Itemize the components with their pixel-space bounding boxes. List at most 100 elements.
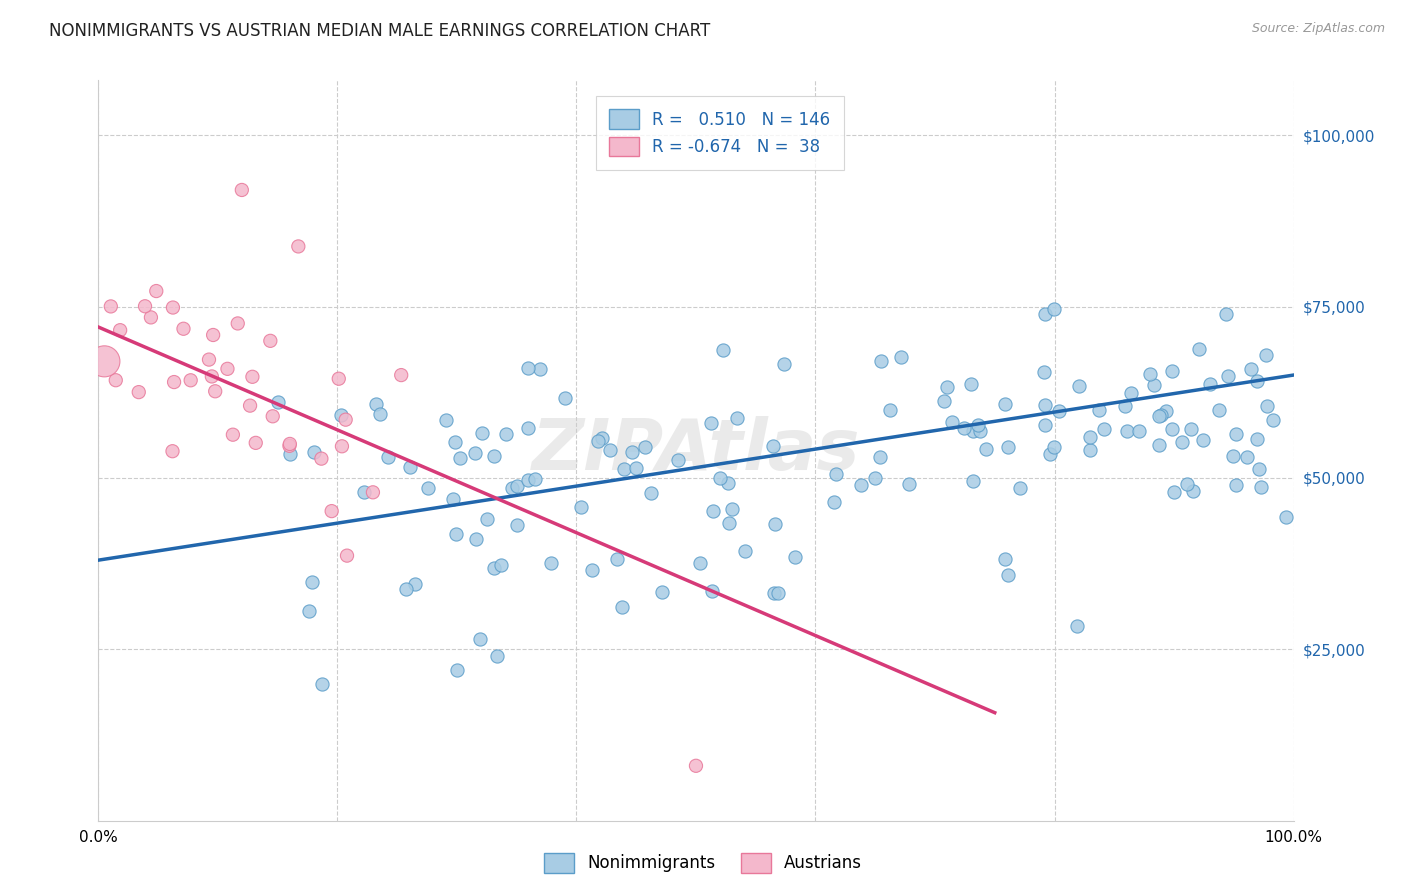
- Point: [763, 586, 786, 600]
- Point: [952, 421, 974, 435]
- Point: [278, 437, 301, 451]
- Point: [825, 467, 848, 482]
- Point: [495, 427, 517, 442]
- Point: [486, 648, 509, 663]
- Point: [398, 460, 420, 475]
- Point: [865, 471, 887, 485]
- Point: [1150, 408, 1173, 422]
- Point: [1275, 509, 1298, 524]
- Point: [335, 412, 357, 426]
- Point: [173, 322, 195, 336]
- Point: [162, 301, 184, 315]
- Point: [569, 500, 592, 514]
- Point: [524, 472, 547, 486]
- Point: [612, 462, 634, 476]
- Point: [700, 416, 723, 430]
- Point: [1139, 368, 1161, 382]
- Point: [869, 354, 891, 368]
- Point: [1114, 399, 1136, 413]
- Point: [139, 310, 162, 325]
- Point: [446, 663, 468, 677]
- Point: [1067, 379, 1090, 393]
- Legend: Nonimmigrants, Austrians: Nonimmigrants, Austrians: [537, 847, 869, 880]
- Point: [1218, 368, 1240, 383]
- Point: [932, 394, 955, 409]
- Point: [377, 450, 399, 464]
- Point: [204, 384, 226, 399]
- Point: [477, 512, 499, 526]
- Legend: R =   0.510   N = 146, R = -0.674   N =  38: R = 0.510 N = 146, R = -0.674 N = 38: [596, 96, 844, 169]
- Point: [444, 527, 467, 541]
- Point: [436, 413, 458, 427]
- Point: [610, 600, 633, 615]
- Point: [1198, 376, 1220, 391]
- Point: [330, 439, 353, 453]
- Point: [725, 411, 748, 425]
- Point: [222, 427, 245, 442]
- Point: [482, 449, 505, 463]
- Point: [353, 485, 375, 500]
- Point: [773, 357, 796, 371]
- Point: [1240, 362, 1263, 376]
- Point: [226, 317, 249, 331]
- Point: [1225, 477, 1247, 491]
- Point: [1175, 477, 1198, 491]
- Point: [416, 481, 439, 495]
- Point: [1246, 433, 1268, 447]
- Point: [278, 439, 301, 453]
- Point: [491, 558, 513, 573]
- Point: [529, 362, 551, 376]
- Point: [180, 373, 202, 387]
- Point: [108, 323, 131, 337]
- Point: [606, 552, 628, 566]
- Point: [879, 403, 901, 417]
- Point: [599, 442, 621, 457]
- Point: [217, 361, 239, 376]
- Point: [404, 577, 426, 591]
- Point: [202, 328, 225, 343]
- Point: [336, 549, 359, 563]
- Point: [689, 556, 711, 570]
- Point: [262, 409, 284, 424]
- Point: [259, 334, 281, 348]
- Point: [898, 476, 921, 491]
- Point: [298, 604, 321, 618]
- Point: [591, 431, 613, 445]
- Point: [505, 517, 527, 532]
- Point: [890, 350, 912, 364]
- Point: [702, 584, 724, 599]
- Point: [330, 408, 353, 422]
- Point: [245, 435, 267, 450]
- Point: [278, 447, 301, 461]
- Point: [1128, 424, 1150, 438]
- Point: [501, 482, 523, 496]
- Point: [364, 397, 387, 411]
- Point: [1247, 462, 1270, 476]
- Point: [1008, 481, 1031, 495]
- Point: [734, 544, 756, 558]
- Point: [1192, 434, 1215, 448]
- Point: [1033, 365, 1056, 379]
- Point: [1156, 404, 1178, 418]
- Point: [941, 415, 963, 429]
- Text: ZIPAtlas: ZIPAtlas: [531, 416, 860, 485]
- Point: [1143, 377, 1166, 392]
- Point: [685, 759, 707, 773]
- Point: [516, 473, 538, 487]
- Point: [516, 360, 538, 375]
- Point: [311, 676, 333, 690]
- Point: [1236, 450, 1258, 464]
- Point: [1147, 409, 1170, 424]
- Point: [395, 582, 418, 597]
- Point: [267, 394, 290, 409]
- Point: [517, 420, 540, 434]
- Point: [1256, 399, 1278, 413]
- Point: [634, 441, 657, 455]
- Point: [470, 425, 492, 440]
- Point: [104, 373, 127, 387]
- Point: [449, 451, 471, 466]
- Point: [198, 352, 221, 367]
- Point: [1035, 307, 1057, 321]
- Point: [640, 485, 662, 500]
- Point: [1161, 422, 1184, 436]
